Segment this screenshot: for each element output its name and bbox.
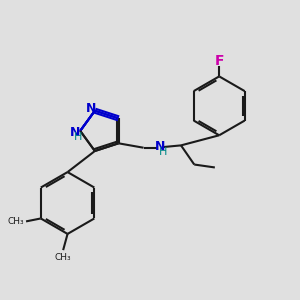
- Text: H: H: [159, 147, 167, 157]
- Text: F: F: [215, 54, 224, 68]
- Text: N: N: [86, 102, 97, 115]
- Text: H: H: [74, 132, 82, 142]
- Text: CH₃: CH₃: [55, 253, 71, 262]
- Text: N: N: [70, 125, 80, 139]
- Text: CH₃: CH₃: [8, 217, 25, 226]
- Text: N: N: [154, 140, 165, 153]
